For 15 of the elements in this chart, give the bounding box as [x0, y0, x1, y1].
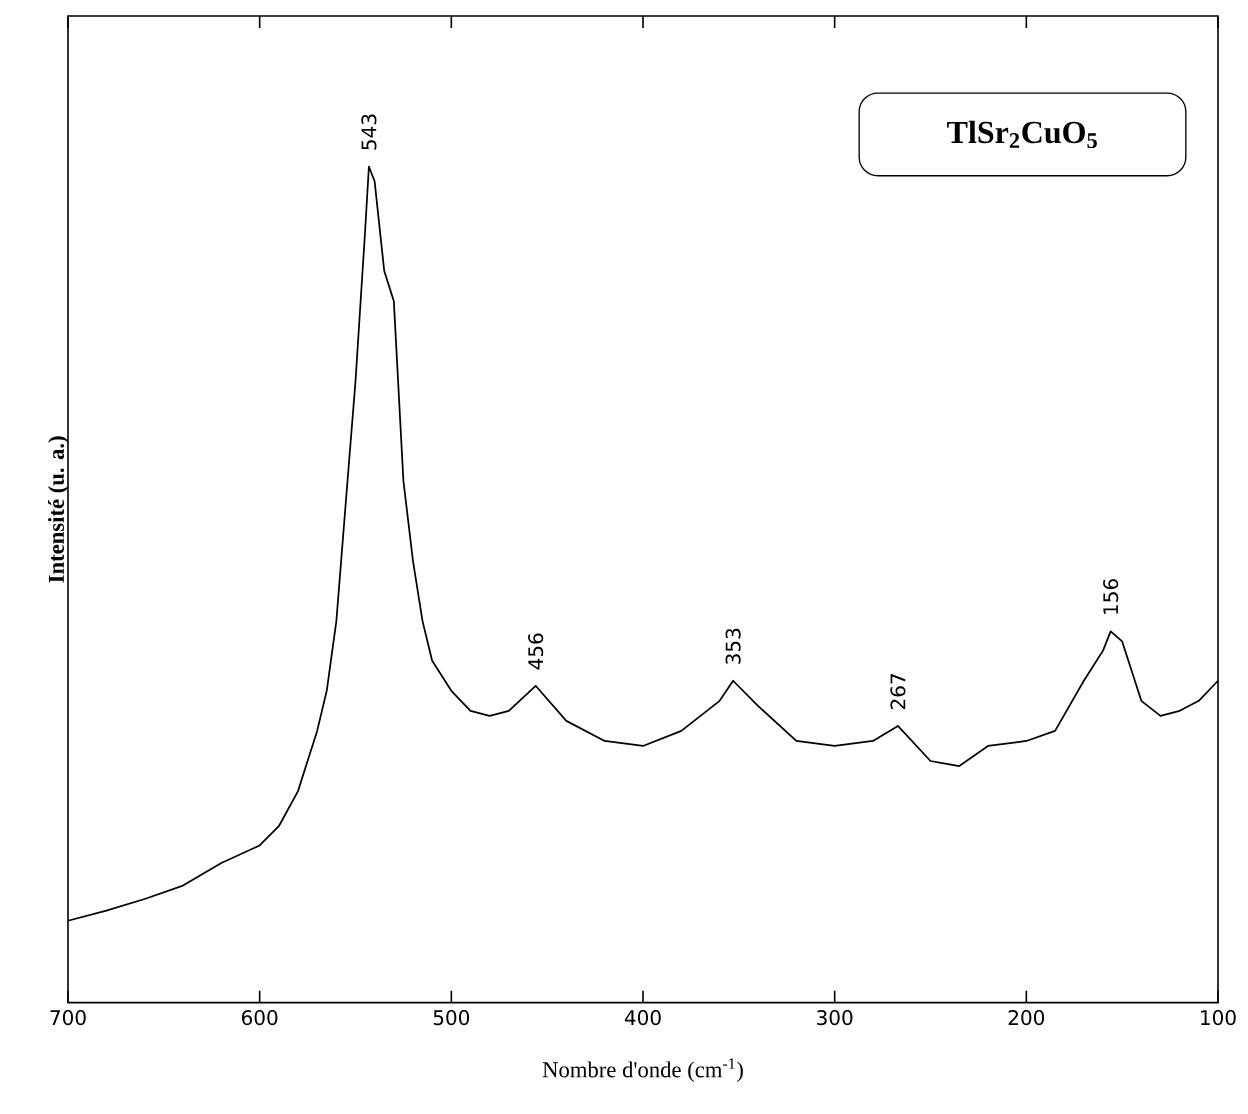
- annotation: 543: [361, 114, 377, 150]
- x-tick-label: 200: [1008, 1010, 1045, 1026]
- x-axis-title: Nombre d'onde (cm$^{-1}$): [542, 1058, 743, 1082]
- x-tick-label: 600: [241, 1010, 278, 1026]
- x-tick-label: 300: [817, 1010, 853, 1026]
- x-tick-label: 700: [50, 1010, 86, 1026]
- annotation: 156: [1103, 579, 1119, 614]
- annotation: 353: [725, 628, 741, 664]
- text: TlSr$_{2}$CuO$_{5}$: [947, 120, 1097, 149]
- annotation: 267: [890, 674, 906, 710]
- x-tick-label: 100: [1201, 1010, 1236, 1026]
- x-tick-label: 400: [624, 1010, 661, 1026]
- x-tick-label: 500: [433, 1010, 470, 1026]
- y-axis-title: Intensité (u. a.): [48, 436, 69, 583]
- annotation: 456: [528, 633, 544, 670]
